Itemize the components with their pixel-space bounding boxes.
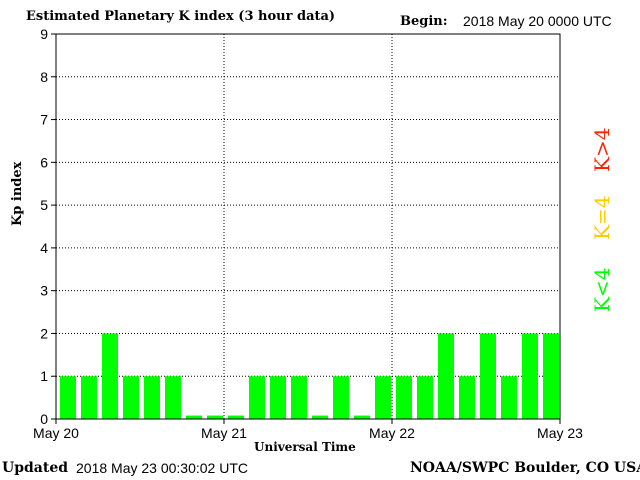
kp-bar <box>144 376 160 419</box>
begin-label: Begin: <box>400 14 448 29</box>
kp-bar <box>333 376 349 419</box>
kp-bar <box>375 376 391 419</box>
legend-k-above-4: K>4 <box>590 127 614 172</box>
x-tick-label: May 20 <box>33 425 79 441</box>
legend-k-equals-4: K=4 <box>590 195 614 240</box>
kp-bar <box>123 376 139 419</box>
y-tick-label: 8 <box>40 69 48 85</box>
y-tick-label: 9 <box>40 26 48 42</box>
kp-bar <box>228 415 244 419</box>
y-tick-label: 0 <box>40 411 48 427</box>
kp-bar <box>543 333 559 419</box>
kp-bar <box>60 376 76 419</box>
source-label: NOAA/SWPC Boulder, CO USA <box>410 460 640 476</box>
updated-label: Updated <box>2 460 69 476</box>
kp-bar <box>291 376 307 419</box>
kp-bar <box>522 333 538 419</box>
begin-value: 2018 May 20 0000 UTC <box>463 13 612 29</box>
kp-bar <box>417 376 433 419</box>
kp-bar <box>102 333 118 419</box>
y-tick-label: 6 <box>40 154 48 170</box>
y-tick-label: 3 <box>40 283 48 299</box>
kp-bar <box>459 376 475 419</box>
x-tick-label: May 21 <box>201 425 247 441</box>
kp-bar <box>438 333 454 419</box>
y-tick-label: 7 <box>40 112 48 128</box>
kp-bar <box>501 376 517 419</box>
x-axis-label: Universal Time <box>254 440 356 454</box>
plot-frame <box>55 33 561 420</box>
kp-bar <box>312 415 328 419</box>
updated-value: 2018 May 23 00:30:02 UTC <box>76 460 248 476</box>
kp-bar <box>249 376 265 419</box>
kp-bar <box>207 415 223 419</box>
kp-bar <box>480 333 496 419</box>
y-tick-label: 2 <box>40 325 48 341</box>
x-tick-label: May 22 <box>369 425 415 441</box>
y-tick-label: 1 <box>40 368 48 384</box>
chart-title: Estimated Planetary K index (3 hour data… <box>26 9 336 24</box>
legend-k-below-4: K<4 <box>590 267 614 312</box>
kp-bar <box>396 376 412 419</box>
kp-bar <box>354 415 370 419</box>
kp-bar <box>165 376 181 419</box>
x-tick-label: May 23 <box>537 425 583 441</box>
kp-bar <box>270 376 286 419</box>
y-tick-label: 5 <box>40 197 48 213</box>
y-axis-label: Kp index <box>10 161 25 226</box>
y-tick-label: 4 <box>40 240 48 256</box>
kp-bar <box>81 376 97 419</box>
kp-bar <box>186 415 202 419</box>
